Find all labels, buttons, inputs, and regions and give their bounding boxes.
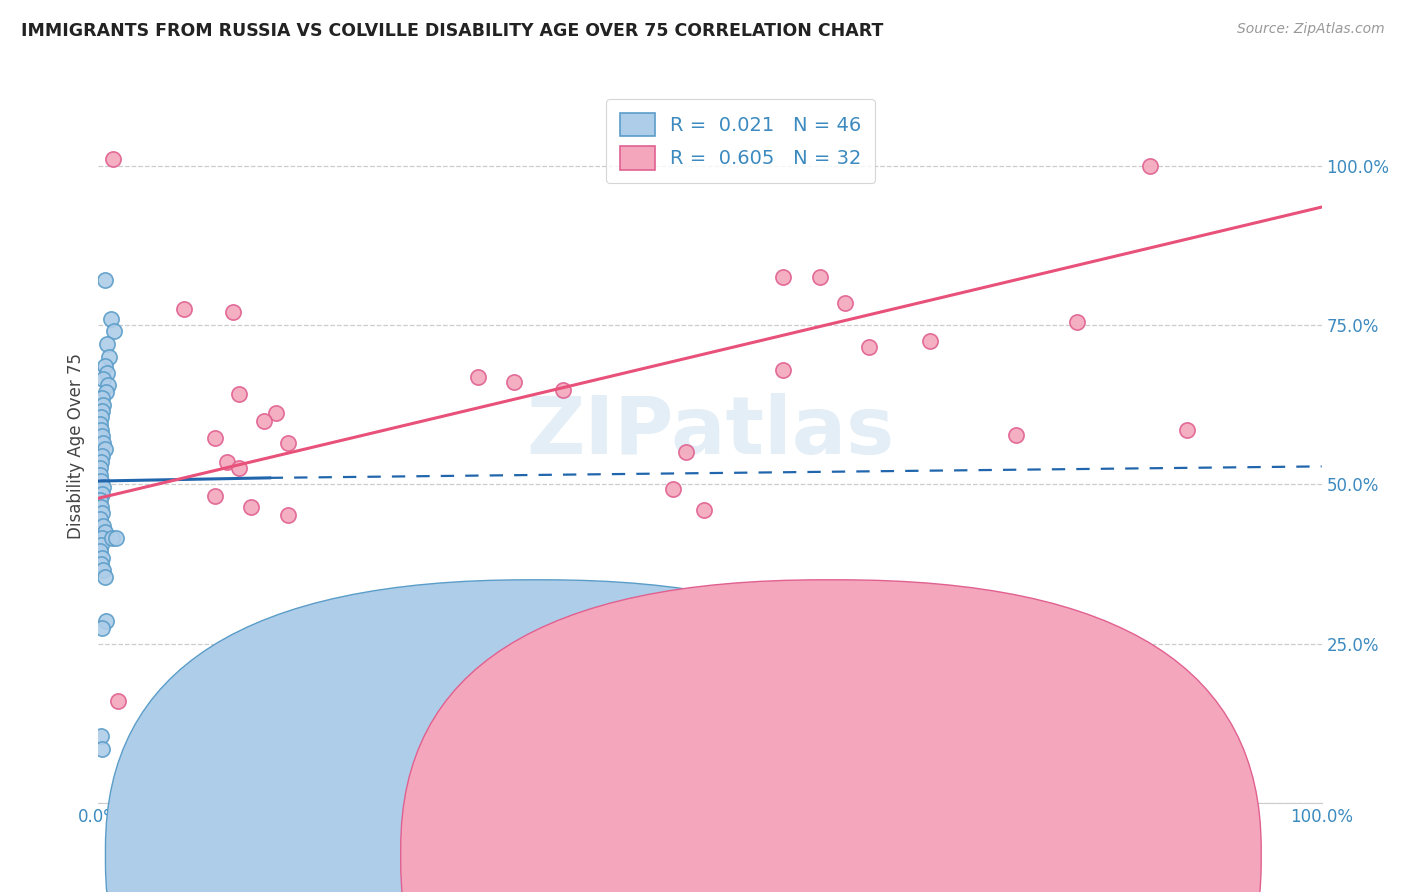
- Point: [91, 506, 114, 520]
- Point: [91, 435, 114, 450]
- Point: [920, 334, 942, 348]
- Point: [89, 467, 111, 482]
- Point: [100, 311, 122, 326]
- Point: [858, 340, 880, 354]
- Point: [90, 557, 112, 571]
- Point: [467, 370, 489, 384]
- Point: [89, 417, 111, 431]
- Point: [91, 532, 114, 546]
- Point: [277, 435, 299, 450]
- Point: [93, 569, 115, 583]
- Point: [89, 544, 111, 558]
- Text: Immigrants from Russia: Immigrants from Russia: [548, 847, 756, 865]
- Point: [222, 305, 245, 319]
- Point: [1175, 423, 1198, 437]
- Point: [228, 461, 250, 475]
- Point: [91, 518, 114, 533]
- Point: [1066, 315, 1088, 329]
- Point: [90, 455, 112, 469]
- Point: [89, 493, 111, 508]
- Point: [91, 391, 114, 405]
- Point: [101, 532, 124, 546]
- Point: [90, 729, 112, 743]
- Point: [91, 563, 114, 577]
- Point: [93, 273, 115, 287]
- Point: [228, 386, 250, 401]
- Point: [91, 404, 114, 418]
- Point: [834, 295, 856, 310]
- Point: [772, 362, 794, 376]
- Point: [1004, 427, 1026, 442]
- Point: [96, 366, 118, 380]
- Point: [91, 480, 114, 494]
- Point: [90, 538, 112, 552]
- Point: [215, 455, 238, 469]
- Point: [89, 461, 111, 475]
- Point: [90, 500, 112, 514]
- Point: [97, 378, 120, 392]
- Point: [233, 684, 256, 698]
- Point: [91, 621, 114, 635]
- Point: [173, 301, 195, 316]
- Text: IMMIGRANTS FROM RUSSIA VS COLVILLE DISABILITY AGE OVER 75 CORRELATION CHART: IMMIGRANTS FROM RUSSIA VS COLVILLE DISAB…: [21, 22, 883, 40]
- Text: Source: ZipAtlas.com: Source: ZipAtlas.com: [1237, 22, 1385, 37]
- Point: [91, 449, 114, 463]
- Point: [107, 694, 129, 708]
- Point: [204, 489, 226, 503]
- Point: [240, 500, 263, 514]
- Point: [90, 410, 112, 425]
- Point: [94, 614, 117, 628]
- Point: [91, 550, 114, 565]
- Point: [91, 372, 114, 386]
- Point: [91, 429, 114, 443]
- Y-axis label: Disability Age Over 75: Disability Age Over 75: [67, 353, 86, 539]
- Point: [90, 423, 112, 437]
- Point: [91, 398, 114, 412]
- Point: [264, 406, 287, 420]
- Point: [89, 512, 111, 526]
- Point: [808, 270, 831, 285]
- Point: [553, 383, 575, 397]
- Point: [94, 384, 117, 399]
- Point: [93, 442, 115, 457]
- Point: [252, 413, 274, 427]
- Point: [93, 359, 115, 374]
- Point: [103, 324, 125, 338]
- Legend: R =  0.021   N = 46, R =  0.605   N = 32: R = 0.021 N = 46, R = 0.605 N = 32: [606, 99, 875, 184]
- Point: [91, 741, 114, 756]
- Point: [93, 524, 115, 539]
- Point: [98, 350, 121, 364]
- Point: [693, 502, 716, 516]
- Point: [104, 532, 127, 546]
- Point: [90, 474, 112, 488]
- Point: [675, 445, 697, 459]
- Point: [101, 153, 124, 167]
- Point: [204, 431, 226, 445]
- Text: ZIPatlas: ZIPatlas: [526, 392, 894, 471]
- Point: [772, 270, 794, 285]
- Point: [503, 376, 526, 390]
- Point: [1139, 159, 1161, 173]
- Text: Colville: Colville: [844, 847, 914, 865]
- Point: [91, 487, 114, 501]
- Point: [277, 508, 299, 522]
- Point: [662, 483, 685, 497]
- Point: [96, 337, 118, 351]
